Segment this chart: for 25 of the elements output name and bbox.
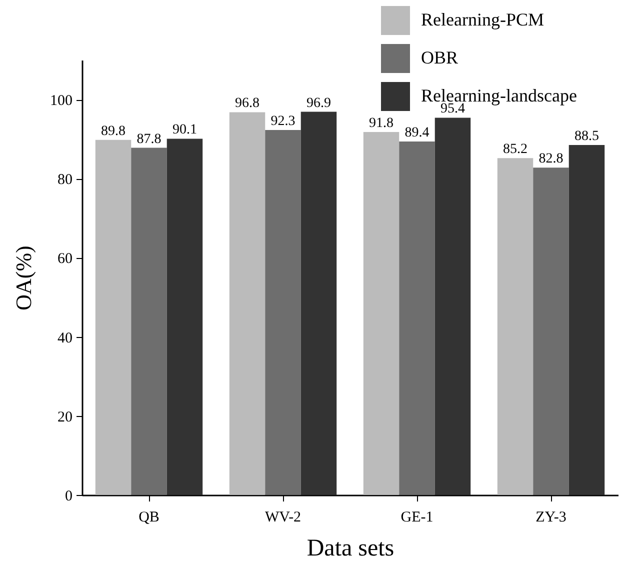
legend-label: Relearning-PCM bbox=[421, 10, 544, 30]
data-label: 91.8 bbox=[369, 116, 394, 131]
legend-label: OBR bbox=[421, 48, 458, 68]
x-axis-title: Data sets bbox=[306, 536, 394, 562]
x-tick-label: WV-2 bbox=[264, 510, 302, 526]
data-label: 96.8 bbox=[235, 96, 260, 112]
y-tick-label: 100 bbox=[50, 93, 72, 110]
data-label: 87.8 bbox=[136, 132, 162, 147]
y-tick-label: 0 bbox=[65, 488, 72, 504]
data-label: 82.8 bbox=[538, 152, 564, 167]
data-label: 96.9 bbox=[306, 96, 331, 111]
data-label: 85.2 bbox=[503, 142, 528, 158]
x-tick-label: QB bbox=[138, 510, 160, 526]
y-axis-title: OA(%) bbox=[11, 246, 36, 310]
data-label: 92.3 bbox=[270, 114, 296, 129]
data-label: 90.1 bbox=[172, 122, 197, 138]
y-tick-label: 20 bbox=[58, 409, 72, 426]
data-label: 88.5 bbox=[574, 129, 599, 144]
x-tick-label: ZY-3 bbox=[536, 510, 566, 526]
y-tick-label: 40 bbox=[58, 330, 72, 346]
data-label: 89.4 bbox=[404, 125, 430, 140]
y-tick-label: 60 bbox=[58, 251, 72, 268]
x-tick-label: GE-1 bbox=[400, 510, 434, 526]
data-label: 89.8 bbox=[101, 124, 126, 139]
y-tick-label: 80 bbox=[58, 172, 72, 188]
